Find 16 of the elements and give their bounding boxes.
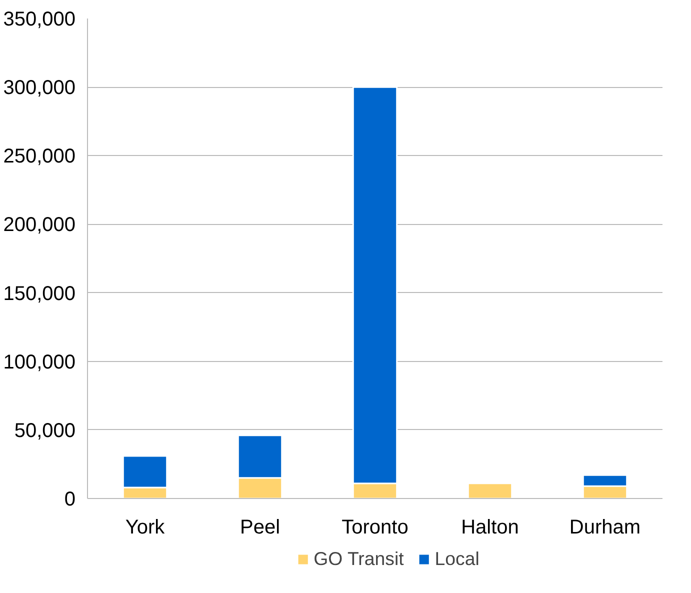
x-tick-label: Durham — [569, 516, 641, 538]
y-tick-label: 0 — [64, 488, 76, 510]
y-tick-label: 300,000 — [3, 77, 76, 100]
x-tick-label: Toronto — [342, 516, 408, 538]
x-tick-label: York — [125, 516, 166, 538]
y-tick-label: 350,000 — [3, 8, 76, 30]
legend-label: GO Transit — [314, 548, 404, 570]
bar — [467, 482, 513, 498]
y-tick-label: 50,000 — [14, 420, 76, 442]
x-tick-label: Halton — [461, 516, 519, 538]
y-tick-label: 150,000 — [3, 282, 76, 305]
y-tick-label: 100,000 — [3, 351, 76, 374]
x-tick-label: Peel — [240, 516, 280, 538]
y-tick-label: 250,000 — [3, 146, 76, 168]
legend-label: Local — [434, 548, 480, 570]
y-tick-label: 200,000 — [3, 214, 76, 236]
